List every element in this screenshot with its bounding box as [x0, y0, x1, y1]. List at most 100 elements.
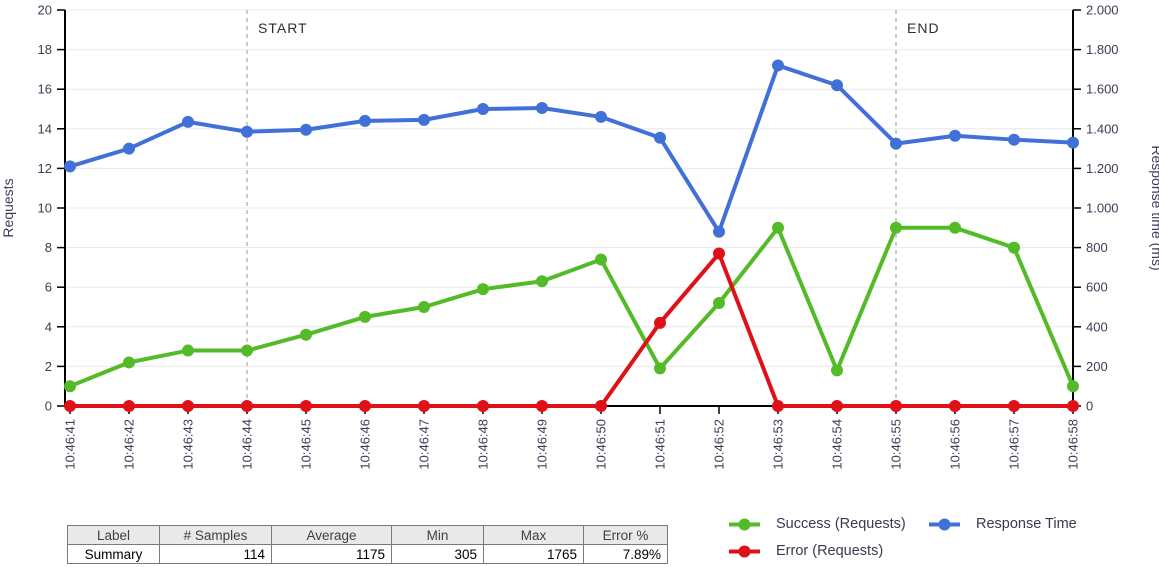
data-point-error-requests[interactable]: [123, 400, 135, 412]
x-tick-label: 10:46:57: [1007, 419, 1022, 470]
data-point-success-requests[interactable]: [595, 253, 607, 266]
data-point-error-requests[interactable]: [64, 400, 76, 412]
data-point-error-requests[interactable]: [477, 400, 489, 412]
data-point-response-time[interactable]: [1008, 133, 1020, 146]
legend-label-success: Success (Requests): [776, 516, 906, 532]
data-point-response-time[interactable]: [772, 59, 784, 72]
y-axis-left-title: Requests: [0, 178, 16, 237]
data-point-success-requests[interactable]: [713, 297, 725, 310]
summary-table-row: Summary 114 1175 305 1765 7.89%: [67, 544, 668, 564]
legend-item-error[interactable]: Error (Requests): [727, 540, 927, 562]
x-tick-label: 10:46:46: [358, 419, 373, 470]
x-tick-label: 10:46:53: [771, 419, 786, 470]
data-point-response-time[interactable]: [536, 102, 548, 115]
data-point-success-requests[interactable]: [949, 221, 961, 234]
data-point-error-requests[interactable]: [1008, 400, 1020, 412]
y-left-tick-label: 16: [38, 82, 52, 97]
data-point-response-time[interactable]: [418, 113, 430, 126]
cell-average: 1175: [271, 544, 392, 564]
x-tick-label: 10:46:41: [63, 419, 78, 470]
data-point-response-time[interactable]: [477, 103, 489, 115]
x-tick-label: 10:46:42: [122, 419, 137, 470]
data-point-error-requests[interactable]: [182, 400, 194, 412]
data-point-response-time[interactable]: [241, 125, 253, 138]
header-max: Max: [483, 525, 584, 545]
data-point-success-requests[interactable]: [477, 283, 489, 296]
data-point-success-requests[interactable]: [64, 380, 76, 393]
y-right-tick-label: 400: [1086, 319, 1108, 334]
data-point-response-time[interactable]: [182, 115, 194, 128]
data-point-success-requests[interactable]: [123, 356, 135, 369]
data-point-response-time[interactable]: [713, 225, 725, 238]
data-point-success-requests[interactable]: [831, 364, 843, 377]
x-tick-label: 10:46:49: [535, 419, 550, 470]
x-tick-label: 10:46:48: [476, 419, 491, 470]
data-point-success-requests[interactable]: [654, 362, 666, 375]
data-point-error-requests[interactable]: [418, 400, 430, 412]
cell-min: 305: [391, 544, 484, 564]
legend-item-response-time[interactable]: Response Time: [927, 513, 1077, 535]
y-left-tick-label: 0: [45, 399, 52, 414]
data-point-success-requests[interactable]: [536, 275, 548, 288]
x-axis-ticks: 10:46:41 10:46:42 10:46:43 10:46:44 10:46:45…: [63, 407, 1081, 470]
y-left-tick-label: 18: [38, 42, 52, 57]
data-point-success-requests[interactable]: [1067, 380, 1079, 393]
success-series-marker-icon: [729, 518, 760, 530]
data-point-error-requests[interactable]: [654, 316, 666, 329]
legend-item-success[interactable]: Success (Requests): [727, 513, 927, 535]
data-point-response-time[interactable]: [300, 123, 312, 136]
cell-num-samples: 114: [159, 544, 272, 564]
chart-legend: Success (Requests) Response Time Error (…: [727, 513, 1077, 562]
data-point-response-time[interactable]: [949, 129, 961, 142]
data-point-success-requests[interactable]: [418, 301, 430, 313]
data-point-response-time[interactable]: [64, 160, 76, 173]
series-success-requests: [64, 221, 1079, 393]
annotations: START END: [246, 10, 939, 406]
y-axis-left-ticks: 0 2 4 6 8 10 12 14 16 18 20: [38, 3, 65, 414]
data-point-response-time[interactable]: [654, 131, 666, 144]
data-point-success-requests[interactable]: [300, 328, 312, 341]
y-right-tick-label: 0: [1086, 399, 1093, 414]
data-point-response-time[interactable]: [831, 79, 843, 92]
data-point-error-requests[interactable]: [536, 400, 548, 412]
y-left-tick-label: 2: [45, 359, 52, 374]
y-right-tick-label: 1.000: [1086, 201, 1119, 216]
data-point-error-requests[interactable]: [359, 400, 371, 412]
data-point-error-requests[interactable]: [831, 400, 843, 412]
data-point-response-time[interactable]: [595, 110, 607, 123]
x-tick-label: 10:46:54: [830, 419, 845, 470]
x-tick-label: 10:46:58: [1066, 419, 1081, 470]
data-point-response-time[interactable]: [359, 114, 371, 127]
x-tick-label: 10:46:45: [299, 419, 314, 470]
data-point-success-requests[interactable]: [1008, 241, 1020, 254]
summary-table: Label # Samples Average Min Max Error % …: [67, 525, 668, 564]
y-right-tick-label: 1.200: [1086, 161, 1119, 176]
data-point-error-requests[interactable]: [595, 400, 607, 412]
data-point-error-requests[interactable]: [890, 400, 902, 412]
data-point-response-time[interactable]: [1067, 136, 1079, 149]
legend-label-error: Error (Requests): [776, 543, 884, 559]
header-num-samples: # Samples: [159, 525, 272, 545]
data-point-success-requests[interactable]: [890, 221, 902, 234]
y-right-tick-label: 1.400: [1086, 121, 1119, 136]
data-point-error-requests[interactable]: [1067, 400, 1079, 412]
series-error-requests: [64, 247, 1079, 412]
x-tick-label: 10:46:47: [417, 419, 432, 470]
data-point-error-requests[interactable]: [300, 400, 312, 412]
data-point-success-requests[interactable]: [182, 344, 194, 357]
data-point-response-time[interactable]: [123, 142, 135, 155]
data-point-success-requests[interactable]: [359, 310, 371, 323]
data-point-response-time[interactable]: [890, 137, 902, 150]
cell-error-pct: 7.89%: [583, 544, 668, 564]
data-point-success-requests[interactable]: [241, 344, 253, 357]
data-point-error-requests[interactable]: [241, 400, 253, 412]
y-axis-right-ticks: 0 200 400 600 800 1.000 1.200 1.400 1.600 1.800 2.…: [1073, 3, 1119, 414]
data-point-success-requests[interactable]: [772, 221, 784, 234]
data-point-error-requests[interactable]: [713, 247, 725, 260]
series-line-error-requests: [68, 251, 1075, 408]
data-point-error-requests[interactable]: [949, 400, 961, 412]
x-tick-label: 10:46:56: [948, 419, 963, 470]
data-point-error-requests[interactable]: [772, 400, 784, 412]
series-line-success-requests: [68, 225, 1075, 389]
